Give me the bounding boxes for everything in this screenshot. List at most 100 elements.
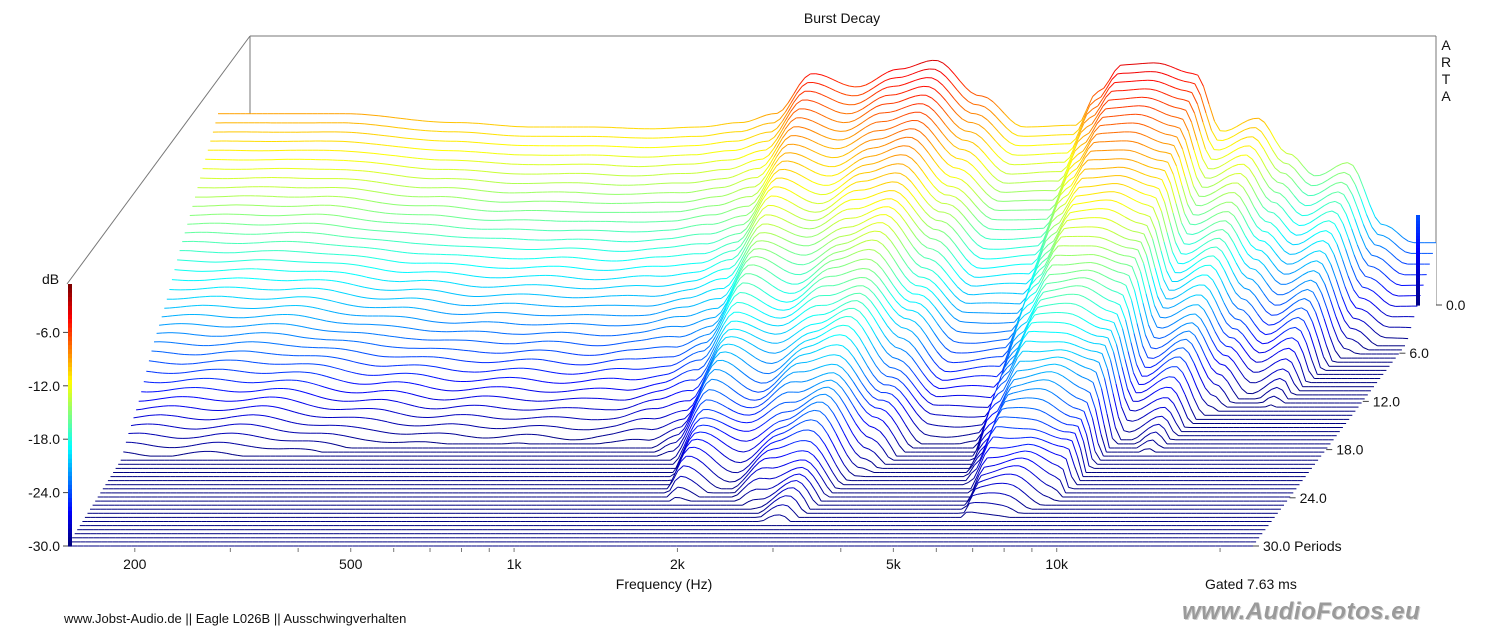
slice-segment [1234, 192, 1241, 198]
slice-segment [786, 221, 793, 225]
slice-segment [1375, 306, 1382, 312]
slice-segment [1089, 99, 1096, 106]
slice-segment [417, 119, 423, 122]
slice-segment [977, 244, 984, 249]
slice-segment [817, 217, 824, 221]
slice-segment [1069, 138, 1077, 145]
slice-segment [822, 242, 829, 248]
slice-segment [859, 99, 866, 104]
slice-segment [831, 201, 838, 207]
slice-segment [862, 132, 869, 137]
slice-segment [882, 222, 889, 227]
slice-segment [1299, 281, 1306, 286]
slice-segment [449, 281, 455, 284]
slice-segment [677, 306, 683, 309]
slice-segment [699, 180, 706, 183]
slice-segment [815, 172, 821, 176]
slice-segment [760, 131, 767, 135]
slice-segment [372, 277, 378, 280]
slice-segment [1283, 347, 1290, 350]
slice-segment [1125, 194, 1132, 199]
slice-segment [454, 304, 461, 306]
slice-segment [721, 244, 728, 248]
slice-segment [737, 256, 744, 268]
slice-segment [696, 278, 703, 281]
slice-segment [789, 190, 796, 195]
slice-segment [963, 170, 971, 176]
slice-segment [727, 122, 733, 125]
slice-segment [919, 154, 926, 163]
slice-segment [793, 161, 799, 165]
slice-segment [796, 99, 803, 105]
slice-segment [979, 257, 986, 260]
slice-segment [1014, 123, 1022, 127]
slice-segment [778, 266, 785, 271]
slice-segment [1048, 212, 1055, 227]
slice-segment [512, 312, 519, 315]
slice-segment [1227, 260, 1234, 273]
slice-segment [1070, 176, 1078, 186]
slice-segment [586, 248, 593, 250]
slice-segment [251, 288, 258, 290]
slice-segment [396, 194, 402, 197]
slice-segment [707, 134, 714, 137]
slice-segment [726, 192, 733, 196]
slice-segment [365, 180, 372, 182]
slice-segment [1329, 182, 1337, 187]
slice-segment [473, 275, 480, 278]
slice-segment [1166, 113, 1173, 117]
slice-segment [1391, 227, 1398, 233]
slice-segment [1300, 264, 1307, 269]
slice-segment [985, 237, 992, 240]
slice-segment [359, 142, 366, 144]
slice-segment [534, 332, 541, 335]
slice-segment [1081, 159, 1089, 167]
slice-segment [1207, 255, 1214, 257]
slice-segment [804, 108, 811, 111]
slice-segment [726, 285, 733, 295]
slice-segment [760, 149, 766, 152]
slice-segment [761, 257, 768, 261]
slice-segment [1280, 148, 1287, 154]
slice-segment [328, 289, 335, 292]
slice-segment [1351, 228, 1358, 245]
slice-segment [952, 205, 959, 211]
slice-segment [836, 184, 843, 190]
slice-segment [776, 120, 783, 129]
slice-segment [970, 91, 977, 96]
slice-segment [1194, 112, 1201, 132]
slice-segment [1226, 182, 1233, 186]
slice-segment [1122, 106, 1128, 108]
slice-segment [1284, 328, 1291, 333]
slice-segment [1094, 236, 1100, 238]
slice-segment [1332, 289, 1340, 307]
slice-segment [688, 200, 695, 203]
slice-segment [925, 94, 932, 99]
slice-segment [409, 186, 416, 188]
slice-segment [424, 330, 431, 332]
slice-segment [605, 240, 612, 242]
slice-segment [1102, 88, 1110, 98]
slice-segment [1090, 133, 1098, 141]
slice-segment [750, 228, 758, 237]
slice-segment [1036, 250, 1044, 265]
slice-segment [1141, 203, 1148, 206]
slice-segment [1116, 123, 1122, 125]
slice-segment [331, 321, 338, 324]
slice-segment [1124, 237, 1131, 241]
slice-segment [716, 159, 722, 162]
slice-segment [913, 220, 920, 229]
slice-segment [784, 168, 791, 172]
slice-segment [1018, 254, 1025, 257]
slice-segment [1111, 90, 1118, 92]
slice-segment [906, 120, 913, 123]
slice-segment [1171, 115, 1178, 118]
slice-segment [962, 291, 969, 295]
slice-segment [259, 278, 266, 280]
slice-segment [1054, 206, 1061, 214]
slice-segment [379, 191, 386, 194]
slice-segment [694, 181, 700, 184]
slice-segment [1258, 259, 1265, 266]
slice-segment [1086, 123, 1093, 128]
slice-segment [943, 232, 950, 238]
